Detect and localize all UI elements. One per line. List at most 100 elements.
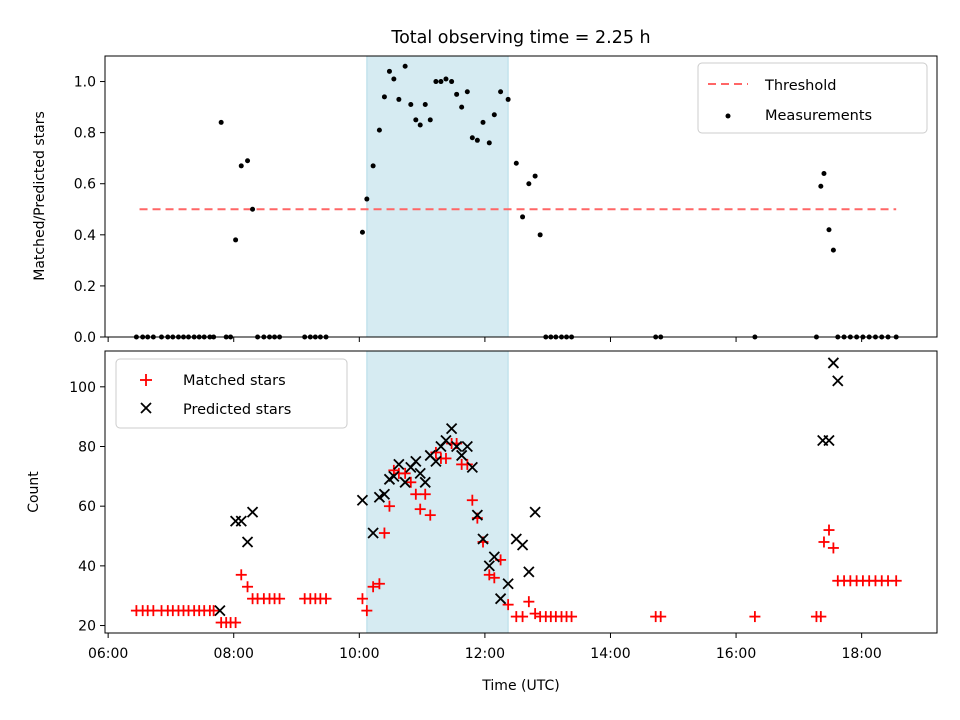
- y-tick-label: 0.4: [74, 228, 96, 244]
- x-tick-label: 10:00: [339, 646, 379, 662]
- predicted-star-point: [440, 434, 452, 447]
- predicted-star-stroke-b: [451, 440, 463, 453]
- bottom-legend: Matched stars Predicted stars: [115, 358, 348, 429]
- predicted-star-stroke-b: [214, 604, 226, 617]
- measurement-point: [396, 96, 402, 102]
- measurement-point: [413, 117, 419, 123]
- predicted-star-point: [523, 566, 535, 578]
- measurement-point: [433, 79, 439, 85]
- measurement-point: [250, 206, 256, 212]
- measurement-point: [364, 196, 370, 202]
- measurement-point: [449, 79, 455, 85]
- bottom-y-ticks: 20 40 60 80 100: [69, 380, 105, 635]
- matched-stars-points: [130, 438, 902, 629]
- measurement-point: [826, 227, 832, 233]
- y-tick-label: 80: [78, 439, 96, 455]
- matched-star-point: [230, 617, 242, 629]
- matched-star-point: [566, 611, 578, 623]
- predicted-star-stroke-b: [378, 488, 391, 500]
- predicted-star-point: [241, 536, 254, 548]
- measurement-point: [408, 102, 414, 108]
- predicted-star-stroke-b: [471, 509, 483, 521]
- measurement-point: [238, 163, 244, 169]
- matched-star-point: [827, 542, 839, 554]
- matched-star-point: [523, 596, 535, 608]
- predicted-star-stroke-b: [410, 455, 422, 468]
- y-tick-label: 1.0: [74, 75, 96, 91]
- matched-star-point: [378, 527, 390, 539]
- x-tick-label: 18:00: [841, 646, 881, 662]
- matched-star-point: [361, 605, 373, 617]
- top-shaded-interval: [366, 55, 509, 338]
- top-y-axis-label: Matched/Predicted stars: [32, 111, 48, 281]
- measurement-point: [505, 96, 511, 102]
- predicted-star-stroke-b: [523, 566, 535, 578]
- measurement-point: [233, 237, 239, 243]
- measurement-point: [532, 173, 538, 179]
- predicted-star-stroke-b: [502, 578, 514, 590]
- top-panel: 0.0 0.2 0.4 0.6 0.8 1.0 Total observing time …: [32, 28, 938, 346]
- bottom-shaded-interval: [366, 350, 509, 634]
- top-x-ticks: [107, 337, 863, 342]
- bottom-x-ticks: 06:00 08:00 10:00 12:00 14:00 16:00 18:00: [88, 633, 882, 662]
- y-tick-label: 60: [78, 499, 96, 515]
- matched-star-point: [410, 488, 422, 500]
- predicted-star-stroke-b: [494, 593, 507, 605]
- measurement-point: [370, 163, 376, 169]
- measurement-point: [520, 214, 526, 220]
- measurement-point: [443, 76, 449, 82]
- x-tick-label: 14:00: [590, 646, 630, 662]
- predicted-star-point: [494, 593, 507, 605]
- measurement-point: [391, 76, 397, 82]
- predicted-star-point: [823, 434, 835, 447]
- bottom-y-axis-label: Count: [26, 471, 42, 513]
- predicted-star-point: [516, 539, 529, 551]
- bottom-panel: 20 40 60 80 100 06:00 08:00 10:00 12:00 14:00 16:…: [26, 350, 938, 694]
- x-tick-label: 06:00: [88, 646, 128, 662]
- predicted-star-stroke-b: [424, 449, 436, 462]
- x-axis-label: Time (UTC): [481, 678, 559, 694]
- measurement-point: [498, 89, 504, 95]
- measurement-point: [422, 102, 428, 108]
- measurement-point: [469, 135, 475, 141]
- matched-star-point: [823, 524, 835, 536]
- measurement-point: [537, 232, 543, 238]
- predicted-star-point: [414, 467, 426, 479]
- predicted-star-point: [502, 578, 514, 590]
- measurement-point: [821, 171, 827, 177]
- predicted-star-point: [378, 488, 391, 500]
- y-tick-label: 20: [78, 619, 96, 635]
- measurement-point: [438, 79, 444, 85]
- matched-star-point: [235, 569, 247, 581]
- measurement-point: [480, 119, 486, 125]
- matched-star-point: [383, 500, 395, 512]
- predicted-star-stroke-b: [456, 449, 468, 462]
- bottom-axes-frame: [104, 350, 938, 634]
- predicted-star-point: [410, 455, 422, 468]
- predicted-star-point: [488, 551, 500, 563]
- predicted-star-stroke-b: [466, 461, 478, 474]
- predicted-star-stroke-b: [356, 494, 369, 506]
- measurement-point: [526, 181, 532, 187]
- predicted-star-point: [445, 422, 458, 435]
- predicted-star-stroke-b: [823, 434, 835, 447]
- legend-threshold-label: Threshold: [764, 78, 836, 94]
- y-tick-label: 40: [78, 559, 96, 575]
- top-legend: Threshold Measurements: [697, 62, 928, 134]
- matched-star-point: [274, 593, 286, 605]
- predicted-star-point: [827, 357, 840, 369]
- predicted-star-stroke-b: [440, 434, 452, 447]
- predicted-star-stroke-b: [832, 375, 844, 387]
- measurement-point: [513, 160, 519, 166]
- predicted-star-point: [229, 515, 242, 527]
- measurement-point: [474, 137, 480, 143]
- predicted-star-stroke-b: [241, 536, 254, 548]
- measurement-point: [830, 247, 836, 253]
- predicted-star-point: [235, 515, 247, 527]
- predicted-star-stroke-b: [827, 357, 840, 369]
- matched-star-point: [815, 611, 827, 623]
- matched-star-point: [356, 593, 368, 605]
- matched-star-point: [517, 611, 529, 623]
- predicted-star-point: [461, 440, 473, 453]
